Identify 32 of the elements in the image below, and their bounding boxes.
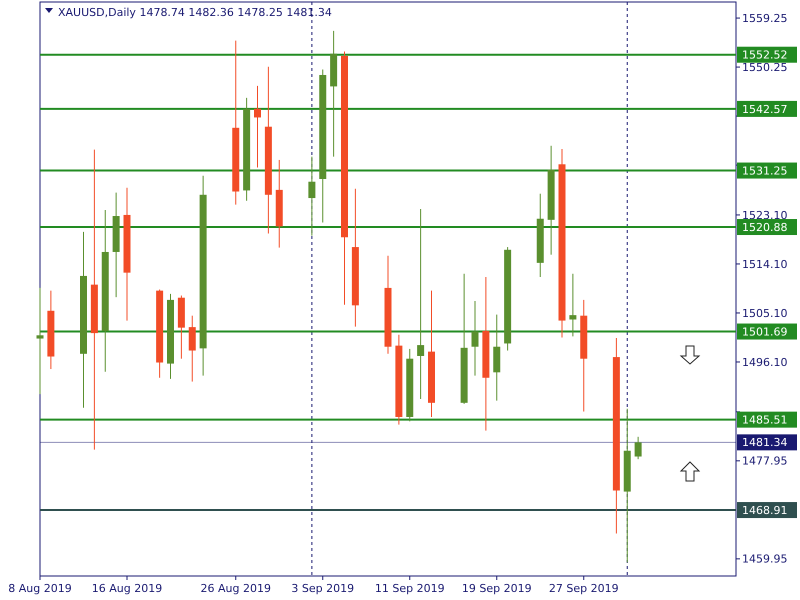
ref-line-label: 1552.52: [742, 48, 788, 62]
candlestick: [254, 85, 261, 168]
candlestick: [308, 156, 316, 236]
y-tick-label: 1477.95: [742, 454, 788, 468]
candlestick: [188, 315, 196, 382]
y-tick-label: 1559.25: [742, 12, 788, 25]
y-tick-label: 1505.10: [742, 306, 788, 320]
ref-line-label: 1468.91: [742, 504, 788, 517]
y-tick-label: 1496.10: [742, 356, 788, 369]
y-tick-label: 1523.10: [742, 208, 788, 222]
candlestick: [569, 273, 576, 337]
ref-line-label: 1481.34: [742, 436, 788, 450]
x-tick-label: 8 Aug 2019: [8, 582, 72, 595]
candlestick: [36, 287, 44, 395]
ref-line-label: 1520.88: [742, 220, 788, 234]
x-tick-label: 3 Sep 2019: [291, 582, 354, 595]
x-tick-label: 11 Sep 2019: [374, 582, 445, 595]
ref-line-label: 1542.57: [742, 102, 788, 116]
y-tick-label: 1550.25: [742, 60, 788, 74]
candlestick: [634, 436, 642, 460]
candlestick: [472, 300, 478, 376]
x-tick-label: 27 Sep 2019: [548, 582, 619, 595]
x-tick-label: 16 Aug 2019: [92, 582, 162, 595]
candlestick: [417, 208, 424, 400]
y-tick-label: 1514.10: [742, 258, 788, 271]
ref-line-label: 1485.51: [742, 414, 788, 426]
ref-line-label: 1531.25: [742, 164, 788, 178]
y-tick-label: 1459.95: [742, 552, 788, 566]
chart-title: XAUUSD,Daily 1478.74 1482.36 1478.25 1481.34: [58, 6, 332, 19]
x-tick-label: 19 Sep 2019: [462, 582, 532, 595]
x-tick-label: 26 Aug 2019: [200, 582, 271, 595]
ref-line-label: 1501.69: [742, 325, 788, 338]
